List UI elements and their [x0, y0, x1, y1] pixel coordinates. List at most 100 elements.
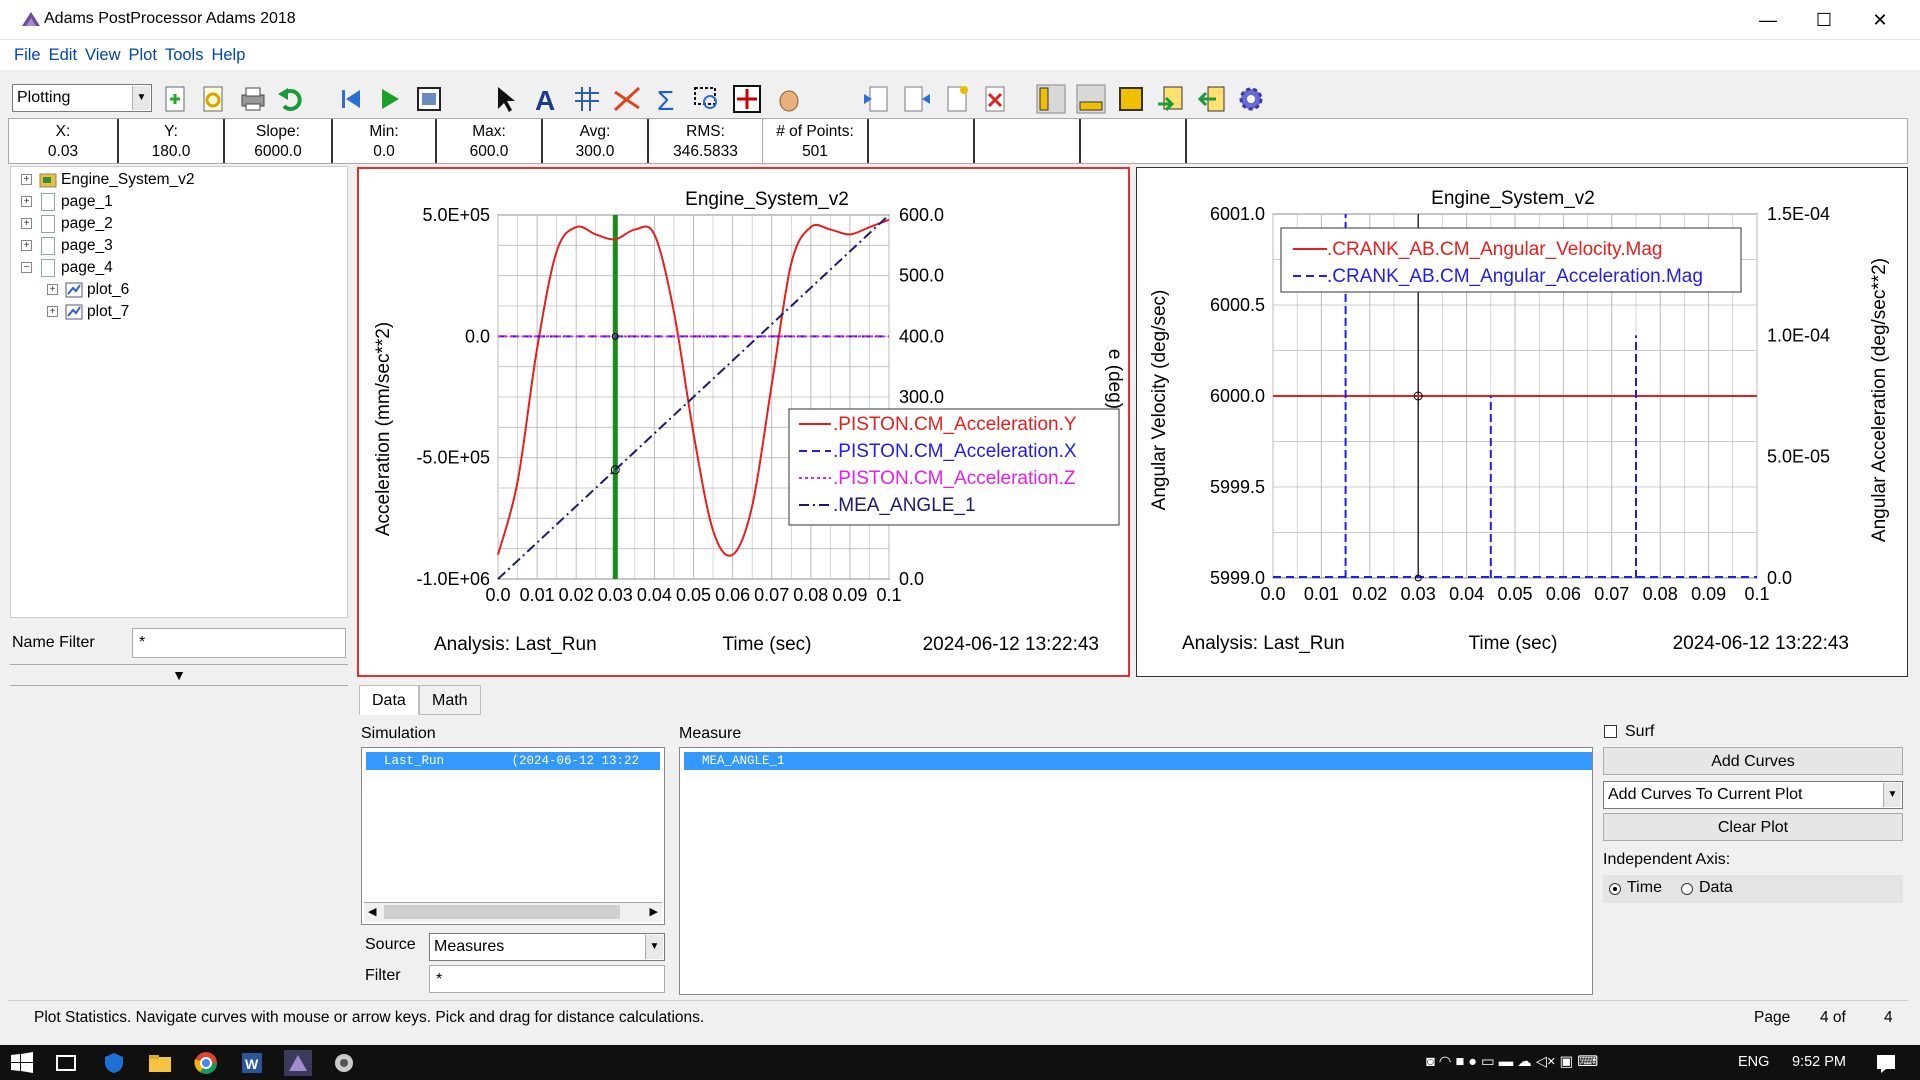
- source-select[interactable]: Measures ▼: [429, 933, 665, 961]
- language-indicator[interactable]: ENG: [1738, 1054, 1770, 1070]
- menu-file[interactable]: File: [14, 46, 41, 64]
- simulation-row-selected[interactable]: Last_Run (2024-06-12 13:22: [366, 752, 660, 770]
- reload-icon[interactable]: [196, 82, 230, 116]
- menu-edit[interactable]: Edit: [48, 46, 78, 64]
- data-panel: Simulation Last_Run (2024-06-12 13:22 ◀ …: [357, 715, 1908, 995]
- triangle-down-icon: ▼: [172, 667, 186, 683]
- expand-icon[interactable]: +: [21, 218, 32, 229]
- minimize-button[interactable]: —: [1759, 10, 1777, 30]
- delete-page-icon[interactable]: [978, 82, 1012, 116]
- plot-right-legend[interactable]: [1280, 227, 1742, 293]
- clock[interactable]: 9:52 PM: [1792, 1054, 1846, 1070]
- menu-view[interactable]: View: [85, 46, 121, 64]
- chevron-down-icon: ▼: [645, 935, 663, 959]
- measure-list[interactable]: MEA_ANGLE_1: [679, 747, 1593, 995]
- layout-bottom-icon[interactable]: [1074, 82, 1108, 116]
- x-tick-label: 0.07: [1594, 584, 1629, 604]
- expand-panel-toggle[interactable]: ▼: [10, 664, 348, 686]
- file-explorer-icon[interactable]: [146, 1050, 174, 1076]
- tab-data[interactable]: Data: [359, 685, 419, 715]
- scrollbar-thumb[interactable]: [384, 905, 620, 919]
- adams-taskbar-icon[interactable]: [284, 1050, 312, 1076]
- animation-frames-icon[interactable]: [412, 82, 446, 116]
- plot-right-y2-ticks: 1.5E-04 1.0E-04 5.0E-05 0.0: [1767, 204, 1830, 588]
- new-page-icon[interactable]: [158, 82, 192, 116]
- y2-tick-label: 0.0: [899, 569, 924, 589]
- curve-edit-icon[interactable]: [610, 82, 644, 116]
- expand-icon[interactable]: +: [47, 284, 58, 295]
- plot-left-x-ticks: 0.0 0.01 0.02 0.03 0.04 0.05 0.06 0.07 0.08 0.09 0…: [485, 585, 901, 605]
- radio-time[interactable]: [1609, 883, 1621, 895]
- x-tick-label: 0.07: [754, 585, 789, 605]
- next-page-icon[interactable]: [900, 82, 934, 116]
- expand-icon[interactable]: +: [21, 196, 32, 207]
- plot-right-canvas[interactable]: Engine_System_v2 0.0 0.01 0.02 0.03 0.04 0.05…: [1137, 168, 1907, 676]
- legend-label: .CRANK_AB.CM_Angular_Acceleration.Mag: [1327, 266, 1703, 287]
- menu-plot[interactable]: Plot: [128, 46, 157, 64]
- simulation-list[interactable]: Last_Run (2024-06-12 13:22 ◀ ▶: [361, 747, 665, 925]
- tab-math[interactable]: Math: [419, 685, 481, 715]
- export-icon[interactable]: [1194, 82, 1228, 116]
- print-icon[interactable]: [236, 82, 270, 116]
- grid-tool-icon[interactable]: [570, 82, 604, 116]
- clear-plot-button[interactable]: Clear Plot: [1603, 813, 1903, 841]
- layout-full-icon[interactable]: [1114, 82, 1148, 116]
- plot-right-x-ticks: 0.0 0.01 0.02 0.03 0.04 0.05 0.06 0.07 0.08 0.09 0…: [1260, 584, 1769, 604]
- zoom-box-icon[interactable]: [690, 82, 724, 116]
- plot-statistics-bar: X: 0.03 Y: 180.0 Slope: 6000.0 Min: 0.0 Max:…: [8, 118, 1908, 164]
- previous-page-icon[interactable]: [860, 82, 894, 116]
- new-page-blank-icon[interactable]: [940, 82, 974, 116]
- import-icon[interactable]: [1154, 82, 1188, 116]
- pan-hand-icon[interactable]: [772, 82, 806, 116]
- plot-left-curves[interactable]: [497, 214, 890, 580]
- menu-tools[interactable]: Tools: [164, 46, 204, 64]
- expand-icon[interactable]: +: [21, 174, 32, 185]
- stat-slope: Slope: 6000.0: [225, 119, 333, 163]
- add-mode-select[interactable]: Add Curves To Current Plot ▼: [1603, 781, 1903, 809]
- collapse-icon[interactable]: −: [21, 262, 32, 273]
- word-icon[interactable]: W: [238, 1050, 266, 1076]
- text-tool-icon[interactable]: A: [530, 82, 564, 116]
- undo-icon[interactable]: [274, 82, 308, 116]
- measure-row-selected[interactable]: MEA_ANGLE_1: [684, 752, 1592, 770]
- close-button[interactable]: ✕: [1872, 10, 1888, 30]
- play-icon[interactable]: [372, 82, 406, 116]
- name-filter-input[interactable]: *: [132, 628, 346, 658]
- security-shield-icon[interactable]: [100, 1050, 128, 1076]
- task-view-icon[interactable]: [52, 1050, 80, 1076]
- app-taskbar-icon[interactable]: [330, 1050, 358, 1076]
- radio-data[interactable]: [1681, 883, 1693, 895]
- layout-left-icon[interactable]: [1034, 82, 1068, 116]
- cursor-marker: [611, 332, 619, 340]
- chrome-icon[interactable]: [192, 1050, 220, 1076]
- page-icon: [41, 193, 55, 211]
- expand-icon[interactable]: +: [21, 240, 32, 251]
- sum-icon[interactable]: Σ: [650, 82, 684, 116]
- horizontal-scrollbar[interactable]: ◀ ▶: [364, 902, 662, 922]
- plot-left-canvas[interactable]: Engine_System_v2 0.0 0.01 0.02 0.03 0.04 0.05…: [359, 169, 1128, 675]
- skip-start-icon[interactable]: [334, 82, 368, 116]
- stat-min-label: Min:: [369, 123, 399, 140]
- windows-start-icon[interactable]: [8, 1050, 36, 1076]
- settings-gear-icon[interactable]: [1234, 82, 1268, 116]
- scroll-left-icon[interactable]: ◀: [368, 906, 377, 918]
- expand-icon[interactable]: +: [47, 306, 58, 317]
- plot-left[interactable]: Engine_System_v2 0.0 0.01 0.02 0.03 0.04 0.05…: [357, 167, 1130, 677]
- stat-y: Y: 180.0: [119, 119, 225, 163]
- menu-help[interactable]: Help: [211, 46, 246, 64]
- mode-select[interactable]: Plotting ▼: [12, 84, 152, 112]
- filter-input[interactable]: *: [429, 965, 665, 993]
- maximize-button[interactable]: ☐: [1815, 10, 1833, 30]
- notifications-icon[interactable]: [1872, 1050, 1900, 1076]
- surf-checkbox[interactable]: [1604, 725, 1617, 738]
- plot-left-legend[interactable]: [788, 408, 1120, 526]
- add-curves-button[interactable]: Add Curves: [1603, 747, 1903, 775]
- tray-icons[interactable]: ◙ ◠ ■ ● ▭ ▬ ☁ ◁× ▣ ⌨: [1426, 1054, 1599, 1070]
- fit-icon[interactable]: [730, 82, 764, 116]
- scroll-right-icon[interactable]: ▶: [649, 906, 658, 918]
- select-arrow-icon[interactable]: [488, 82, 522, 116]
- stat-slope-label: Slope:: [256, 123, 300, 140]
- independent-axis-group: Time Data: [1603, 875, 1903, 903]
- plot-right[interactable]: Engine_System_v2 0.0 0.01 0.02 0.03 0.04 0.05…: [1136, 167, 1908, 677]
- tree-page-label: page_1: [61, 193, 113, 210]
